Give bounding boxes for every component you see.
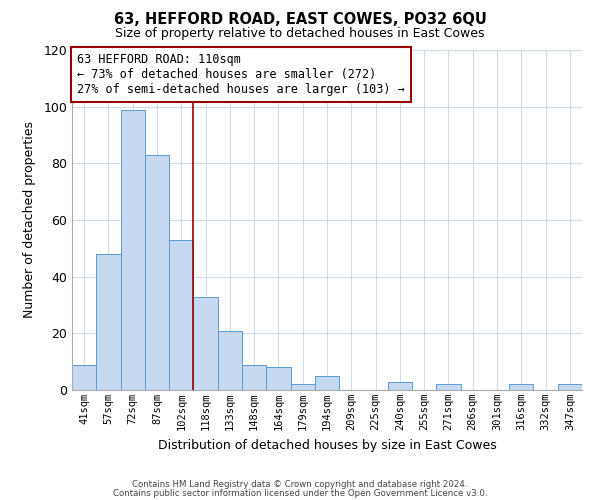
Bar bbox=[290, 384, 315, 390]
Bar bbox=[121, 110, 145, 390]
Y-axis label: Number of detached properties: Number of detached properties bbox=[23, 122, 37, 318]
Bar bbox=[145, 155, 169, 390]
Bar bbox=[193, 296, 218, 390]
Bar bbox=[242, 364, 266, 390]
Bar bbox=[388, 382, 412, 390]
Text: 63, HEFFORD ROAD, EAST COWES, PO32 6QU: 63, HEFFORD ROAD, EAST COWES, PO32 6QU bbox=[113, 12, 487, 28]
Text: Contains public sector information licensed under the Open Government Licence v3: Contains public sector information licen… bbox=[113, 488, 487, 498]
Bar bbox=[315, 376, 339, 390]
Text: 63 HEFFORD ROAD: 110sqm
← 73% of detached houses are smaller (272)
27% of semi-d: 63 HEFFORD ROAD: 110sqm ← 73% of detache… bbox=[77, 54, 405, 96]
Bar bbox=[558, 384, 582, 390]
Bar bbox=[72, 364, 96, 390]
X-axis label: Distribution of detached houses by size in East Cowes: Distribution of detached houses by size … bbox=[158, 438, 496, 452]
Bar bbox=[169, 240, 193, 390]
Bar bbox=[436, 384, 461, 390]
Text: Contains HM Land Registry data © Crown copyright and database right 2024.: Contains HM Land Registry data © Crown c… bbox=[132, 480, 468, 489]
Bar bbox=[96, 254, 121, 390]
Bar bbox=[266, 368, 290, 390]
Bar bbox=[218, 330, 242, 390]
Bar bbox=[509, 384, 533, 390]
Text: Size of property relative to detached houses in East Cowes: Size of property relative to detached ho… bbox=[115, 28, 485, 40]
